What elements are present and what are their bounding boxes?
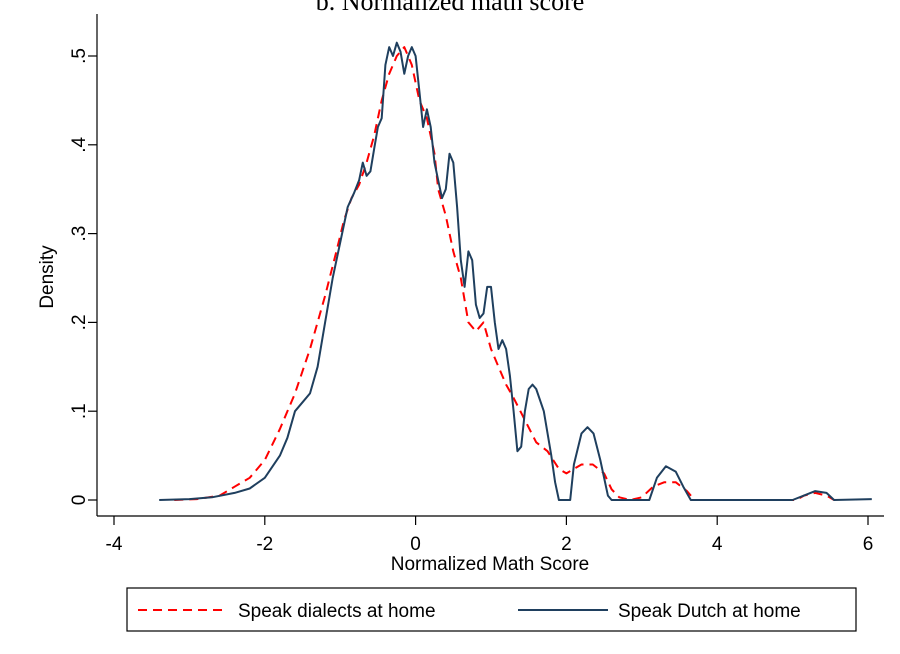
x-tick-label: 6 (863, 534, 874, 555)
x-tick-label: 0 (410, 534, 421, 555)
x-ticks: -4 -2 0 2 4 6 (106, 516, 874, 555)
series-line-dialects (174, 46, 835, 501)
y-tick-label: .1 (69, 403, 90, 419)
chart-title: b. Normalized math score (316, 0, 585, 16)
y-tick-label: .5 (69, 48, 90, 64)
x-tick-label: -2 (256, 534, 273, 555)
y-tick-label: .4 (69, 136, 90, 152)
y-axis-label: Density (37, 245, 58, 309)
y-ticks: 0 .1 .2 .3 .4 .5 (69, 48, 97, 505)
y-tick-label: 0 (69, 495, 90, 506)
y-tick-label: .2 (69, 314, 90, 330)
legend-label-dutch: Speak Dutch at home (618, 601, 801, 622)
legend-box (126, 587, 857, 632)
series-lines (159, 41, 872, 501)
x-tick-label: 4 (712, 534, 723, 555)
x-axis-label: Normalized Math Score (391, 554, 590, 575)
x-tick-label: 2 (561, 534, 572, 555)
legend-label-dialects: Speak dialects at home (238, 601, 436, 622)
x-tick-label: -4 (106, 534, 123, 555)
y-tick-label: .3 (69, 226, 90, 242)
series-line-dutch (159, 41, 872, 501)
